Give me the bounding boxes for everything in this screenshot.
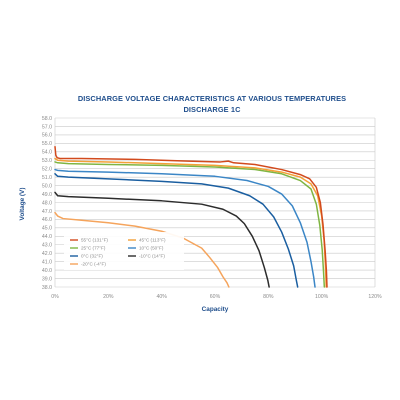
y-tick-label: 51.0 — [42, 175, 52, 181]
x-tick-label: 100% — [315, 294, 329, 300]
y-tick-label: 45.0 — [42, 226, 52, 232]
x-tick-label: 20% — [103, 294, 114, 300]
series-line — [54, 161, 326, 288]
chart-title: DISCHARGE VOLTAGE CHARACTERISTICS AT VAR… — [78, 94, 346, 103]
y-tick-label: 56.0 — [42, 133, 52, 139]
series-line — [54, 173, 299, 288]
y-axis-label: Voltage (V) — [19, 188, 26, 221]
legend-entry: -20°C (-4°F) — [81, 262, 106, 267]
x-axis-ticks: 0% 20% 40% 60% 80% 100% 120% — [51, 294, 382, 300]
legend-entry: 10°C (50°F) — [139, 246, 164, 251]
chart-subtitle: DISCHARGE 1C — [183, 105, 241, 114]
legend-entry: 0°C (32°F) — [81, 254, 103, 259]
y-tick-label: 54.0 — [42, 150, 52, 156]
x-tick-label: 80% — [263, 294, 274, 300]
y-tick-label: 47.0 — [42, 209, 52, 215]
y-tick-label: 38.0 — [42, 285, 52, 291]
legend: 55°C (131°F) 25°C (77°F) 0°C (32°F) -20°C (… — [64, 232, 184, 270]
legend-background — [64, 232, 184, 270]
x-tick-label: 120% — [368, 294, 382, 300]
series-line — [54, 145, 328, 288]
y-tick-label: 44.0 — [42, 234, 52, 240]
y-tick-label: 40.0 — [42, 268, 52, 274]
series-line — [54, 191, 270, 288]
series-lines — [54, 145, 328, 288]
series-line — [54, 168, 316, 288]
legend-entry: 45°C (113°F) — [139, 238, 166, 243]
y-tick-label: 41.0 — [42, 259, 52, 265]
x-axis-label: Capacity — [202, 306, 229, 313]
y-tick-label: 39.0 — [42, 276, 52, 282]
y-tick-label: 43.0 — [42, 243, 52, 249]
y-tick-label: 46.0 — [42, 217, 52, 223]
y-tick-label: 53.0 — [42, 158, 52, 164]
legend-entry: -10°C (14°F) — [139, 254, 165, 259]
x-tick-label: 0% — [51, 294, 59, 300]
y-tick-label: 48.0 — [42, 200, 52, 206]
y-tick-label: 58.0 — [42, 116, 52, 122]
y-tick-label: 42.0 — [42, 251, 52, 257]
x-tick-label: 60% — [210, 294, 221, 300]
y-tick-label: 50.0 — [42, 183, 52, 189]
y-tick-label: 52.0 — [42, 167, 52, 173]
y-tick-label: 57.0 — [42, 124, 52, 130]
legend-entry: 25°C (77°F) — [81, 246, 106, 251]
x-tick-label: 40% — [156, 294, 167, 300]
legend-entry: 55°C (131°F) — [81, 238, 108, 243]
y-tick-label: 55.0 — [42, 141, 52, 147]
y-tick-label: 49.0 — [42, 192, 52, 198]
y-axis-ticks: 38.0 39.0 40.0 41.0 42.0 43.0 44.0 45.0 46.0 47.0… — [42, 116, 52, 291]
